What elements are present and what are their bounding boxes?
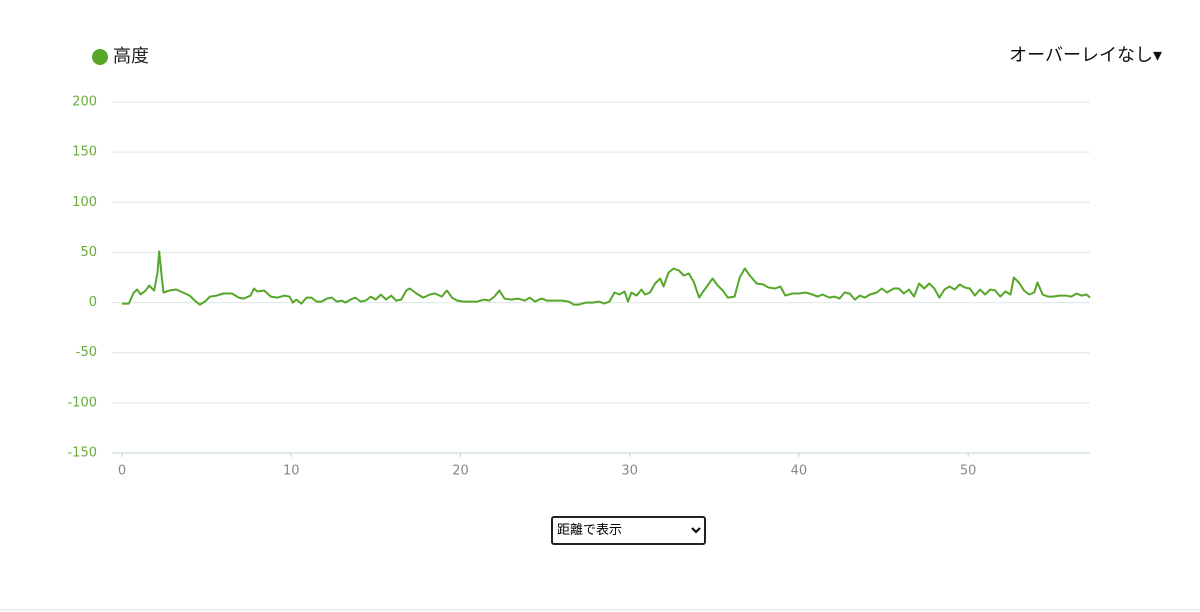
x-tick-label: 10 bbox=[283, 464, 300, 479]
y-tick-label: -150 bbox=[67, 446, 97, 461]
x-tick-label: 0 bbox=[118, 464, 126, 479]
x-tick-label: 20 bbox=[452, 464, 469, 479]
x-tick-label: 50 bbox=[960, 464, 977, 479]
legend-label: 高度 bbox=[113, 46, 149, 67]
overlay-menu[interactable]: オーバーレイなし▾ bbox=[1009, 45, 1162, 66]
y-tick-label: 0 bbox=[89, 295, 97, 310]
y-tick-label: 200 bbox=[72, 95, 97, 110]
legend-swatch bbox=[92, 49, 108, 65]
y-tick-label: -100 bbox=[67, 395, 97, 410]
y-tick-label: 50 bbox=[80, 245, 97, 260]
x-tick-label: 30 bbox=[621, 464, 638, 479]
series-line bbox=[122, 250, 1091, 306]
view-select[interactable]: 距離で表示 bbox=[551, 516, 706, 545]
y-tick-label: -50 bbox=[76, 345, 97, 360]
x-tick-label: 40 bbox=[791, 464, 808, 479]
y-tick-label: 100 bbox=[72, 195, 97, 210]
y-tick-label: 150 bbox=[72, 145, 97, 160]
